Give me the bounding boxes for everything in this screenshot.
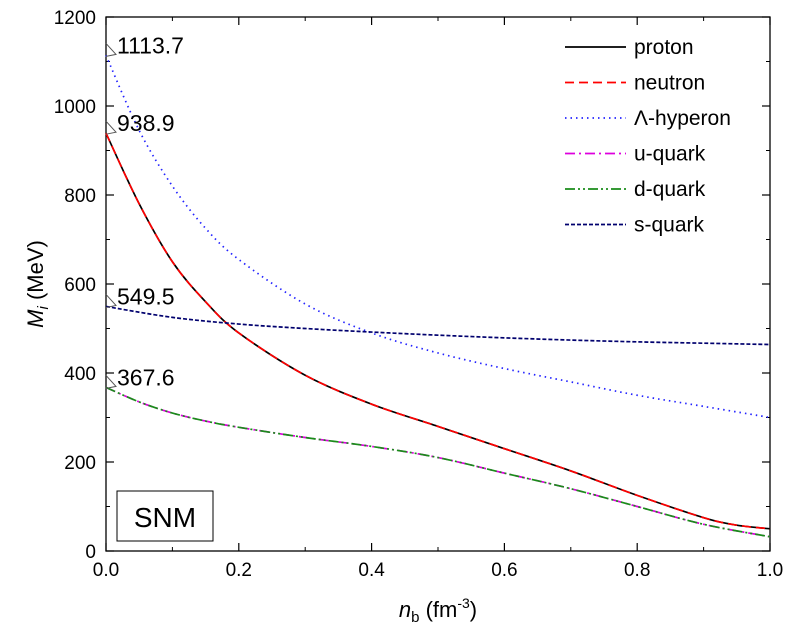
annotation-label: 549.5 xyxy=(117,283,175,309)
legend: proton neutron Λ-hyperon u-quark d-quark s-qu… xyxy=(565,36,731,237)
x-tick-label: 0.0 xyxy=(93,560,119,581)
y-axis-title-main: M xyxy=(23,309,48,328)
x-axis-title-unit-close: ) xyxy=(470,597,477,622)
x-tick-label: 0.4 xyxy=(358,560,385,581)
value-annotations: 1113.7 938.9 549.5 367.6 xyxy=(105,32,184,390)
legend-label: Λ-hyperon xyxy=(634,107,731,130)
series-line-neutron xyxy=(105,132,771,530)
legend-label: s-quark xyxy=(634,214,705,237)
x-axis-title-main: n xyxy=(399,597,411,622)
y-tick-label: 200 xyxy=(64,453,96,474)
y-tick-label: 600 xyxy=(64,275,96,296)
x-axis-title-sub: b xyxy=(411,609,419,626)
annotation-label: 1113.7 xyxy=(117,32,184,58)
series-layer xyxy=(105,55,771,538)
y-tick-label: 1000 xyxy=(54,97,96,118)
y-axis-title: Mi (MeV) xyxy=(23,240,52,328)
annotation-label: 367.6 xyxy=(117,364,175,390)
y-tick-label: 0 xyxy=(85,542,96,563)
annotation-marker xyxy=(105,294,117,308)
y-tick-label: 400 xyxy=(64,364,96,385)
series-line-d-quark xyxy=(105,386,771,538)
series-line-hyperon xyxy=(105,55,771,419)
annotation-marker xyxy=(105,375,117,389)
series-line-s-quark xyxy=(105,305,771,346)
snm-frame xyxy=(116,490,214,542)
annotation-label: 938.9 xyxy=(117,110,175,136)
x-tick-label: 1.0 xyxy=(757,560,783,581)
annotation-marker xyxy=(105,43,117,57)
x-axis-title-unit-sup: -3 xyxy=(457,595,470,611)
x-axis-title-unit: (fm xyxy=(419,597,457,622)
plot-frame xyxy=(105,16,771,552)
x-tick-label: 0.8 xyxy=(624,560,650,581)
legend-label: d-quark xyxy=(634,178,706,201)
legend-label: proton xyxy=(634,36,694,59)
x-tick-label: 0.6 xyxy=(491,560,517,581)
legend-label: u-quark xyxy=(634,143,706,166)
y-axis-title-sub: i xyxy=(35,306,52,310)
x-tick-label: 0.2 xyxy=(226,560,252,581)
axis-ticks: 0.0 0.2 0.4 0.6 0.8 1.0 0 200 400 600 800 1000 1200 xyxy=(54,8,783,581)
x-axis-title: nb (fm-3) xyxy=(399,595,477,626)
y-tick-label: 800 xyxy=(64,186,96,207)
annotation-marker xyxy=(105,120,117,135)
y-axis-title-unit: (MeV) xyxy=(23,240,48,306)
legend-label: neutron xyxy=(634,72,705,95)
snm-label: SNM xyxy=(134,502,196,533)
snm-box: SNM xyxy=(116,490,214,542)
y-tick-label: 1200 xyxy=(54,8,96,29)
